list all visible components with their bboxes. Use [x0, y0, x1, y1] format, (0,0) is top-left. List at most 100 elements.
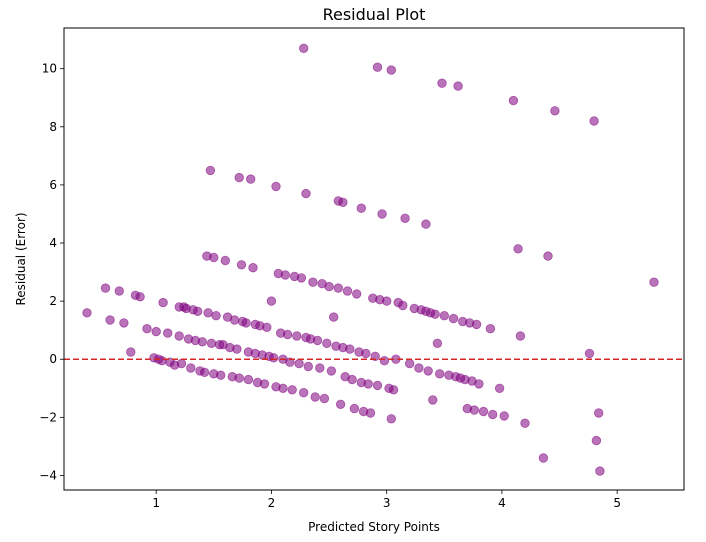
scatter-point	[186, 363, 196, 373]
scatter-point	[326, 366, 337, 376]
scatter-point	[324, 281, 334, 292]
y-tick-label: 2	[49, 294, 57, 308]
x-axis-label: Predicted Story Points	[308, 520, 440, 534]
scatter-point	[591, 435, 602, 446]
y-tick-label: −2	[39, 410, 57, 424]
scatter-point	[520, 418, 530, 428]
scatter-point	[203, 308, 213, 318]
scatter-point	[595, 466, 605, 476]
scatter-point	[430, 309, 440, 319]
scatter-point	[285, 357, 295, 367]
scatter-point	[352, 289, 362, 299]
scatter-point	[126, 347, 136, 357]
x-tick-label: 5	[613, 496, 621, 510]
scatter-point	[158, 297, 168, 308]
scatter-point	[142, 324, 152, 334]
scatter-point	[342, 286, 353, 296]
scatter-point	[538, 453, 549, 463]
scatter-point	[308, 277, 318, 287]
x-tick-label: 2	[268, 496, 276, 510]
scatter-point	[211, 311, 221, 321]
scatter-point	[423, 366, 433, 376]
scatter-point	[361, 348, 371, 359]
scatter-point	[469, 405, 480, 415]
scatter-point	[294, 358, 304, 369]
scatter-point	[488, 409, 498, 420]
scatter-point	[151, 326, 161, 337]
scatter-point	[437, 78, 447, 88]
scatter-point	[508, 95, 519, 106]
scatter-point	[388, 385, 399, 395]
scatter-point	[474, 379, 484, 389]
scatter-point	[515, 331, 526, 341]
points-layer	[82, 43, 659, 476]
scatter-point	[135, 292, 145, 302]
scatter-point	[174, 331, 184, 341]
scatter-point	[382, 296, 392, 306]
scatter-point	[414, 363, 424, 373]
scatter-point	[157, 356, 167, 366]
scatter-point	[319, 393, 330, 404]
y-axis-label: Residual (Error)	[14, 212, 28, 305]
scatter-point	[310, 392, 320, 402]
y-tick-label: 10	[42, 62, 57, 76]
scatter-point	[266, 296, 277, 306]
scatter-point	[478, 406, 489, 417]
scatter-point	[232, 344, 242, 354]
scatter-point	[287, 385, 297, 395]
scatter-point	[405, 358, 415, 369]
scatter-point	[176, 358, 187, 369]
scatter-point	[589, 116, 599, 126]
scatter-point	[386, 414, 397, 424]
plot-frame	[63, 27, 685, 491]
scatter-point	[448, 313, 459, 324]
scatter-point	[372, 380, 383, 391]
scatter-point	[192, 306, 203, 317]
scatter-point	[299, 43, 309, 54]
scatter-point	[206, 338, 217, 349]
scatter-point	[485, 324, 496, 334]
scatter-point	[372, 62, 383, 72]
scatter-point	[363, 379, 373, 389]
y-tick-label: 4	[49, 236, 57, 250]
scatter-point	[259, 379, 270, 389]
scatter-point	[162, 328, 173, 338]
scatter-point	[197, 337, 208, 347]
scatter-point	[299, 388, 309, 398]
scatter-point	[243, 374, 254, 385]
scatter-point	[278, 383, 288, 394]
x-tick-label: 4	[498, 496, 506, 510]
scatter-point	[301, 188, 311, 199]
scatter-point	[220, 255, 231, 266]
scatter-point	[439, 311, 450, 321]
x-tick-label: 3	[383, 496, 391, 510]
scatter-point	[234, 172, 244, 183]
scatter-point	[199, 367, 210, 378]
scatter-point	[292, 331, 302, 341]
scatter-point	[421, 219, 431, 229]
scatter-point	[550, 106, 560, 116]
scatter-point	[114, 286, 125, 296]
scatter-point	[377, 209, 387, 219]
scatter-point	[82, 308, 92, 318]
x-tick-label: 1	[152, 496, 160, 510]
scatter-point	[234, 373, 244, 383]
scatter-point	[271, 181, 281, 192]
scatter-point	[335, 399, 346, 410]
scatter-point	[365, 408, 376, 418]
scatter-point	[229, 315, 240, 325]
scatter-point	[386, 65, 397, 75]
scatter-point	[345, 344, 355, 354]
scatter-point	[209, 252, 219, 263]
scatter-point	[241, 318, 251, 328]
scatter-point	[398, 300, 408, 311]
scatter-point	[329, 312, 339, 322]
scatter-point	[280, 270, 291, 280]
scatter-point	[333, 283, 344, 293]
scatter-point	[296, 273, 307, 283]
scatter-point	[649, 277, 659, 287]
x-axis: 1 2 3 4 5	[152, 490, 621, 510]
y-tick-label: 8	[49, 120, 57, 134]
